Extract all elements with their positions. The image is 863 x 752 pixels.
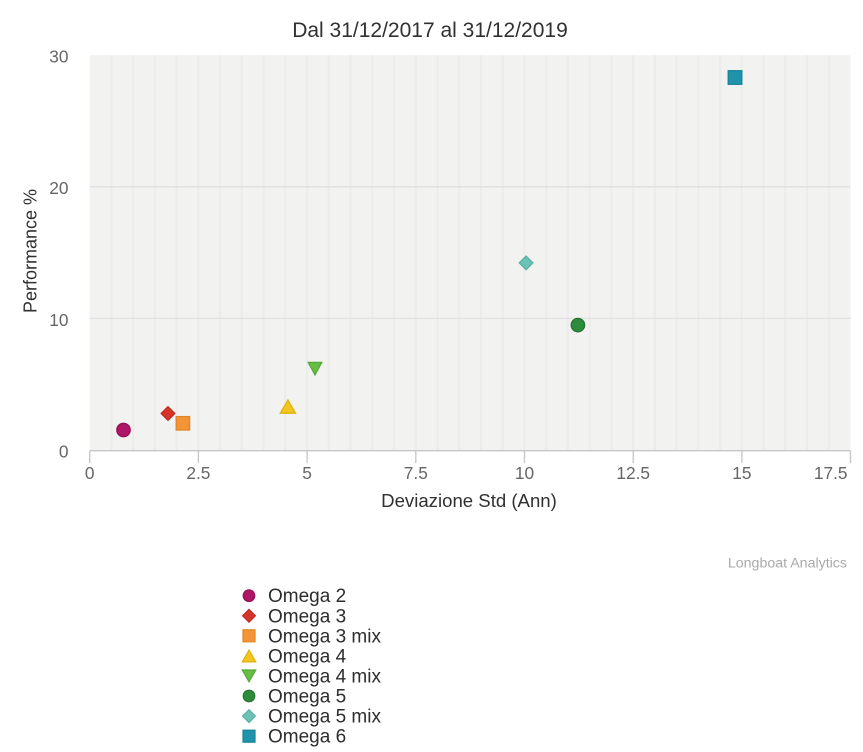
svg-text:30: 30: [49, 47, 68, 67]
svg-text:Dal 31/12/2017 al 31/12/2019: Dal 31/12/2017 al 31/12/2019: [292, 19, 568, 42]
svg-text:Omega 4 mix: Omega 4 mix: [268, 667, 381, 688]
svg-text:2.5: 2.5: [186, 463, 210, 483]
svg-text:17.5: 17.5: [814, 463, 848, 483]
svg-text:0: 0: [85, 463, 95, 483]
svg-text:Omega 4: Omega 4: [268, 646, 347, 667]
svg-text:10: 10: [515, 463, 534, 483]
svg-text:12.5: 12.5: [616, 463, 650, 483]
svg-text:Omega 3: Omega 3: [268, 606, 346, 627]
svg-text:Longboat Analytics: Longboat Analytics: [728, 556, 847, 572]
svg-text:Omega 6: Omega 6: [268, 727, 346, 748]
svg-text:20: 20: [49, 178, 68, 198]
svg-text:0: 0: [59, 442, 69, 462]
svg-text:15: 15: [732, 463, 751, 483]
svg-text:Omega 3 mix: Omega 3 mix: [268, 626, 381, 647]
svg-text:Performance %: Performance %: [21, 189, 41, 313]
svg-text:Omega 2: Omega 2: [268, 586, 346, 607]
svg-text:Omega 5 mix: Omega 5 mix: [268, 707, 381, 728]
svg-text:10: 10: [49, 310, 68, 330]
svg-text:Deviazione Std (Ann): Deviazione Std (Ann): [381, 490, 557, 511]
svg-text:7.5: 7.5: [404, 463, 428, 483]
svg-text:Omega 5: Omega 5: [268, 687, 346, 708]
svg-text:5: 5: [302, 463, 312, 483]
